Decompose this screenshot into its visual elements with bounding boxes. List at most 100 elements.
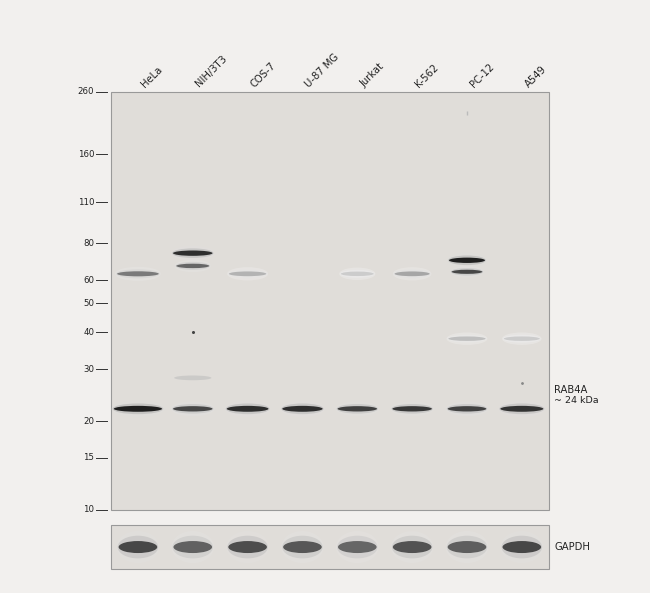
Ellipse shape (393, 267, 432, 280)
Ellipse shape (173, 250, 213, 256)
Ellipse shape (118, 535, 158, 559)
Ellipse shape (500, 406, 543, 412)
Ellipse shape (448, 541, 486, 553)
Text: 50: 50 (83, 299, 94, 308)
Ellipse shape (172, 404, 213, 413)
Text: 15: 15 (83, 454, 94, 463)
Ellipse shape (117, 271, 159, 276)
Text: U-87 MG: U-87 MG (304, 52, 341, 89)
Text: 160: 160 (78, 149, 94, 159)
Ellipse shape (114, 406, 162, 412)
Ellipse shape (451, 268, 483, 276)
Ellipse shape (228, 541, 267, 553)
Ellipse shape (500, 531, 543, 563)
Ellipse shape (449, 257, 485, 263)
Ellipse shape (341, 272, 374, 276)
Ellipse shape (225, 400, 270, 417)
Ellipse shape (338, 541, 376, 553)
Text: 10: 10 (83, 505, 94, 515)
Ellipse shape (227, 535, 268, 559)
Ellipse shape (446, 401, 488, 416)
Ellipse shape (339, 267, 376, 280)
Ellipse shape (447, 253, 487, 268)
Text: 260: 260 (78, 87, 94, 97)
Ellipse shape (116, 269, 160, 278)
Text: GAPDH: GAPDH (554, 542, 590, 552)
Text: 30: 30 (83, 365, 94, 374)
Ellipse shape (393, 406, 432, 412)
Ellipse shape (173, 406, 213, 412)
Text: NIH/3T3: NIH/3T3 (194, 54, 229, 89)
Text: HeLa: HeLa (139, 64, 164, 89)
Ellipse shape (448, 336, 486, 341)
Ellipse shape (499, 403, 545, 414)
Ellipse shape (280, 400, 324, 417)
Ellipse shape (174, 541, 212, 553)
Ellipse shape (281, 403, 324, 414)
Ellipse shape (117, 531, 159, 563)
Ellipse shape (229, 272, 266, 276)
Ellipse shape (452, 270, 482, 274)
Ellipse shape (337, 406, 377, 412)
Ellipse shape (447, 404, 488, 413)
Ellipse shape (111, 400, 164, 417)
Ellipse shape (498, 400, 545, 417)
Ellipse shape (226, 531, 269, 563)
Ellipse shape (171, 401, 215, 416)
Ellipse shape (227, 406, 268, 412)
Ellipse shape (283, 541, 322, 553)
Text: ~ 24 kDa: ~ 24 kDa (554, 396, 599, 405)
Ellipse shape (282, 406, 322, 412)
Ellipse shape (172, 531, 214, 563)
Ellipse shape (282, 535, 322, 559)
Ellipse shape (448, 256, 486, 265)
Ellipse shape (336, 531, 378, 563)
Ellipse shape (392, 535, 432, 559)
Ellipse shape (450, 266, 484, 278)
Bar (111, 525, 549, 569)
Ellipse shape (335, 401, 379, 416)
Ellipse shape (395, 272, 430, 276)
Ellipse shape (447, 333, 488, 345)
Ellipse shape (171, 246, 215, 261)
Text: 110: 110 (78, 198, 94, 207)
Text: 20: 20 (83, 416, 94, 426)
Ellipse shape (337, 535, 378, 559)
Ellipse shape (174, 375, 211, 380)
Text: 40: 40 (83, 327, 94, 337)
Ellipse shape (176, 262, 210, 270)
Ellipse shape (502, 333, 541, 345)
Text: 60: 60 (83, 276, 94, 285)
Ellipse shape (118, 541, 157, 553)
Ellipse shape (394, 270, 430, 278)
Ellipse shape (503, 334, 541, 343)
Ellipse shape (446, 531, 488, 563)
Ellipse shape (172, 248, 213, 258)
Ellipse shape (337, 404, 378, 413)
Text: 80: 80 (83, 238, 94, 248)
Ellipse shape (504, 336, 540, 341)
Ellipse shape (391, 531, 434, 563)
Ellipse shape (228, 270, 267, 278)
Ellipse shape (502, 541, 541, 553)
Ellipse shape (226, 403, 270, 414)
Ellipse shape (112, 403, 163, 414)
Text: COS-7: COS-7 (249, 60, 278, 89)
Ellipse shape (447, 535, 488, 559)
Text: Jurkat: Jurkat (359, 61, 386, 89)
Text: A549: A549 (523, 63, 549, 89)
Ellipse shape (340, 270, 374, 278)
Text: RAB4A: RAB4A (554, 385, 588, 395)
Ellipse shape (172, 535, 213, 559)
Text: K-562: K-562 (413, 62, 441, 89)
Ellipse shape (448, 406, 486, 412)
Ellipse shape (391, 401, 434, 416)
Text: PC-12: PC-12 (468, 61, 496, 89)
Ellipse shape (175, 260, 211, 272)
Bar (111, 92, 549, 510)
Ellipse shape (391, 404, 433, 413)
Ellipse shape (115, 267, 161, 281)
Ellipse shape (393, 541, 432, 553)
Ellipse shape (227, 267, 268, 280)
Ellipse shape (447, 334, 487, 343)
